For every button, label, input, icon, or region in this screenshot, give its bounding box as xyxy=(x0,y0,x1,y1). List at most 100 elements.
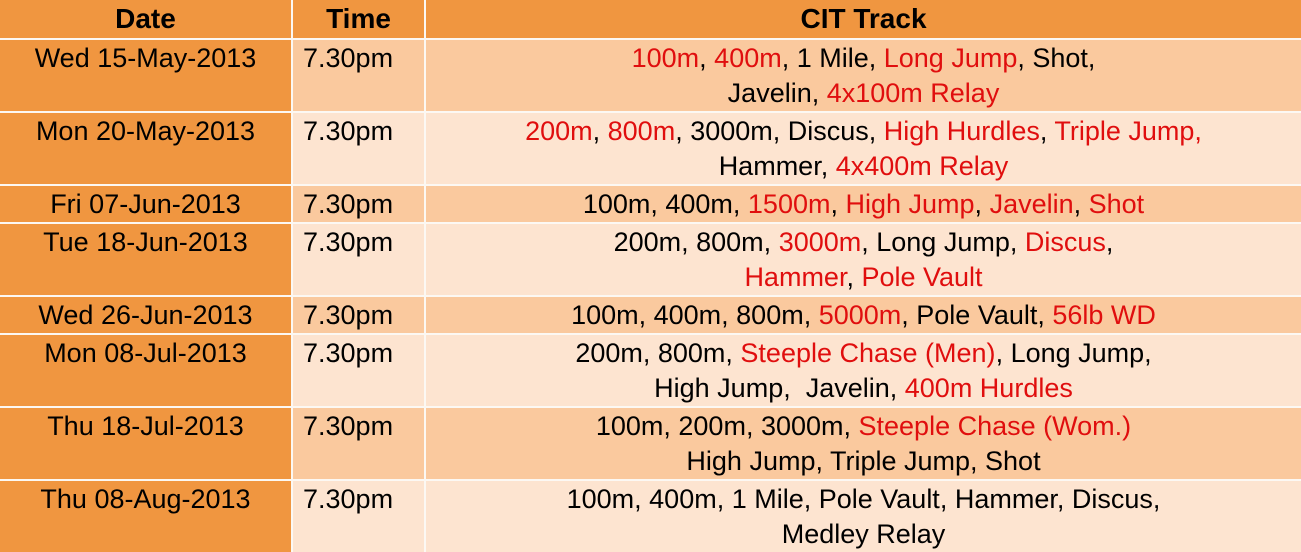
time-cell: 7.30pm xyxy=(291,295,426,335)
track-event-highlighted: Steeple Chase (Wom.) xyxy=(858,411,1132,441)
track-event: , xyxy=(1039,116,1055,146)
table-row: Mon 20-May-2013 7.30pm 200m, 800m, 3000m, … xyxy=(0,111,1301,186)
track-events-line: 200m, 800m, 3000m, Long Jump, Discus, xyxy=(427,225,1301,260)
track-event: , xyxy=(974,189,990,219)
track-events-line: 100m, 200m, 3000m, Steeple Chase (Wom.) xyxy=(427,409,1301,444)
track-events-line: Hammer, 4x400m Relay xyxy=(427,149,1301,183)
track-events-cell: 100m, 400m, 1 Mile, Long Jump, Shot, Jave… xyxy=(424,38,1301,113)
track-events-cell: 100m, 400m, 1 Mile, Pole Vault, Hammer, … xyxy=(424,479,1301,552)
date-cell: Mon 20-May-2013 xyxy=(0,111,293,186)
track-events-line: Javelin, 4x100m Relay xyxy=(427,76,1301,110)
track-events-cell: 100m, 400m, 800m, 5000m, Pole Vault, 56l… xyxy=(424,295,1301,335)
table-row: Thu 18-Jul-2013 7.30pm 100m, 200m, 3000m, … xyxy=(0,406,1301,481)
time-cell: 7.30pm xyxy=(291,38,426,113)
time-cell: 7.30pm xyxy=(291,222,426,297)
track-events-cell: 200m, 800m, 3000m, Long Jump, Discus, Ham… xyxy=(424,222,1301,297)
track-event-highlighted: Javelin xyxy=(989,189,1074,219)
table-row: Thu 08-Aug-2013 7.30pm 100m, 400m, 1 Mile,… xyxy=(0,479,1301,552)
column-header-cit-track: CIT Track xyxy=(424,0,1301,40)
time-cell: 7.30pm xyxy=(291,479,426,552)
track-event: , xyxy=(846,262,862,292)
track-event-highlighted: 5000m xyxy=(818,300,902,330)
track-events-cell: 200m, 800m, 3000m, Discus, High Hurdles,… xyxy=(424,111,1301,186)
track-events-line: 200m, 800m, 3000m, Discus, High Hurdles,… xyxy=(427,114,1301,149)
track-event-highlighted: 4x400m Relay xyxy=(835,151,1009,181)
track-event: High Jump, Javelin, xyxy=(654,373,905,403)
track-event: , Shot, xyxy=(1017,43,1096,73)
track-events-line: High Jump, Triple Jump, Shot xyxy=(427,444,1301,478)
track-events-line: 100m, 400m, 1500m, High Jump, Javelin, S… xyxy=(427,187,1301,221)
track-event-highlighted: Long Jump xyxy=(883,43,1018,73)
track-event: , xyxy=(1105,227,1114,257)
track-event: Hammer, xyxy=(718,151,836,181)
track-event: Javelin, xyxy=(727,78,827,108)
track-event-highlighted: Steeple Chase (Men) xyxy=(740,338,996,368)
table-row: Tue 18-Jun-2013 7.30pm 200m, 800m, 3000m, … xyxy=(0,222,1301,297)
date-cell: Thu 08-Aug-2013 xyxy=(0,479,293,552)
track-event-highlighted: 100m xyxy=(631,43,700,73)
track-event-highlighted: Triple Jump, xyxy=(1054,116,1202,146)
date-cell: Thu 18-Jul-2013 xyxy=(0,406,293,481)
track-event-highlighted: High Hurdles xyxy=(883,116,1040,146)
track-events-cell: 200m, 800m, Steeple Chase (Men), Long Ju… xyxy=(424,333,1301,408)
table-row: Wed 15-May-2013 7.30pm 100m, 400m, 1 Mile,… xyxy=(0,38,1301,113)
table-row: Fri 07-Jun-2013 7.30pm 100m, 400m, 1500m, … xyxy=(0,184,1301,224)
date-cell: Fri 07-Jun-2013 xyxy=(0,184,293,224)
track-events-line: 100m, 400m, 1 Mile, Pole Vault, Hammer, … xyxy=(427,482,1301,517)
track-event-highlighted: Shot xyxy=(1088,189,1145,219)
track-event: , Long Jump, xyxy=(995,338,1152,368)
track-events-line: Medley Relay xyxy=(427,517,1301,552)
date-cell: Mon 08-Jul-2013 xyxy=(0,333,293,408)
track-events-cell: 100m, 200m, 3000m, Steeple Chase (Wom.) H… xyxy=(424,406,1301,481)
track-event: 100m, 400m, 800m, xyxy=(571,300,819,330)
track-event: , 3000m, Discus, xyxy=(675,116,884,146)
track-event: , xyxy=(830,189,846,219)
track-event-highlighted: 4x100m Relay xyxy=(826,78,1000,108)
track-events-line: 100m, 400m, 800m, 5000m, Pole Vault, 56l… xyxy=(427,298,1301,332)
track-event-highlighted: 3000m xyxy=(778,227,862,257)
track-event-highlighted: 200m xyxy=(525,116,593,146)
track-event: 100m, 200m, 3000m, xyxy=(595,411,859,441)
track-event-highlighted: 400m Hurdles xyxy=(904,373,1073,403)
track-event: 100m, 400m, xyxy=(582,189,748,219)
track-events-cell: 100m, 400m, 1500m, High Jump, Javelin, S… xyxy=(424,184,1301,224)
track-events-line: Hammer, Pole Vault xyxy=(427,260,1301,294)
track-event-highlighted: Hammer xyxy=(744,262,847,292)
track-event-highlighted: 1500m xyxy=(747,189,831,219)
track-event-highlighted: Discus xyxy=(1024,227,1106,257)
track-event: 200m, 800m, xyxy=(613,227,779,257)
track-event-highlighted: Pole Vault xyxy=(861,262,983,292)
header-row: Date Time CIT Track xyxy=(0,0,1301,40)
date-cell: Tue 18-Jun-2013 xyxy=(0,222,293,297)
column-header-time: Time xyxy=(291,0,426,40)
track-event-highlighted: 56lb WD xyxy=(1052,300,1156,330)
track-event: , xyxy=(1073,189,1089,219)
date-cell: Wed 15-May-2013 xyxy=(0,38,293,113)
table-row: Wed 26-Jun-2013 7.30pm 100m, 400m, 800m, 5… xyxy=(0,295,1301,335)
column-header-date: Date xyxy=(0,0,293,40)
track-event-highlighted: 800m xyxy=(607,116,676,146)
track-event: 100m, 400m, 1 Mile, Pole Vault, Hammer, … xyxy=(566,484,1161,514)
time-cell: 7.30pm xyxy=(291,333,426,408)
track-events-line: 200m, 800m, Steeple Chase (Men), Long Ju… xyxy=(427,336,1301,371)
table-body: Wed 15-May-2013 7.30pm 100m, 400m, 1 Mile,… xyxy=(0,38,1301,552)
track-event: , Pole Vault, xyxy=(901,300,1053,330)
track-event: High Jump, Triple Jump, Shot xyxy=(686,446,1041,476)
track-event: , 1 Mile, xyxy=(781,43,884,73)
time-cell: 7.30pm xyxy=(291,406,426,481)
date-cell: Wed 26-Jun-2013 xyxy=(0,295,293,335)
track-event: , xyxy=(592,116,608,146)
track-events-line: High Jump, Javelin, 400m Hurdles xyxy=(427,371,1301,405)
track-event: , Long Jump, xyxy=(861,227,1025,257)
time-cell: 7.30pm xyxy=(291,111,426,186)
track-event: Medley Relay xyxy=(781,519,946,549)
track-events-line: 100m, 400m, 1 Mile, Long Jump, Shot, xyxy=(427,41,1301,76)
track-event: 200m, 800m, xyxy=(575,338,741,368)
track-event-highlighted: High Jump xyxy=(845,189,975,219)
table-header: Date Time CIT Track xyxy=(0,0,1301,40)
table-row: Mon 08-Jul-2013 7.30pm 200m, 800m, Steeple… xyxy=(0,333,1301,408)
time-cell: 7.30pm xyxy=(291,184,426,224)
track-event: , xyxy=(699,43,715,73)
track-event-highlighted: 400m xyxy=(714,43,782,73)
